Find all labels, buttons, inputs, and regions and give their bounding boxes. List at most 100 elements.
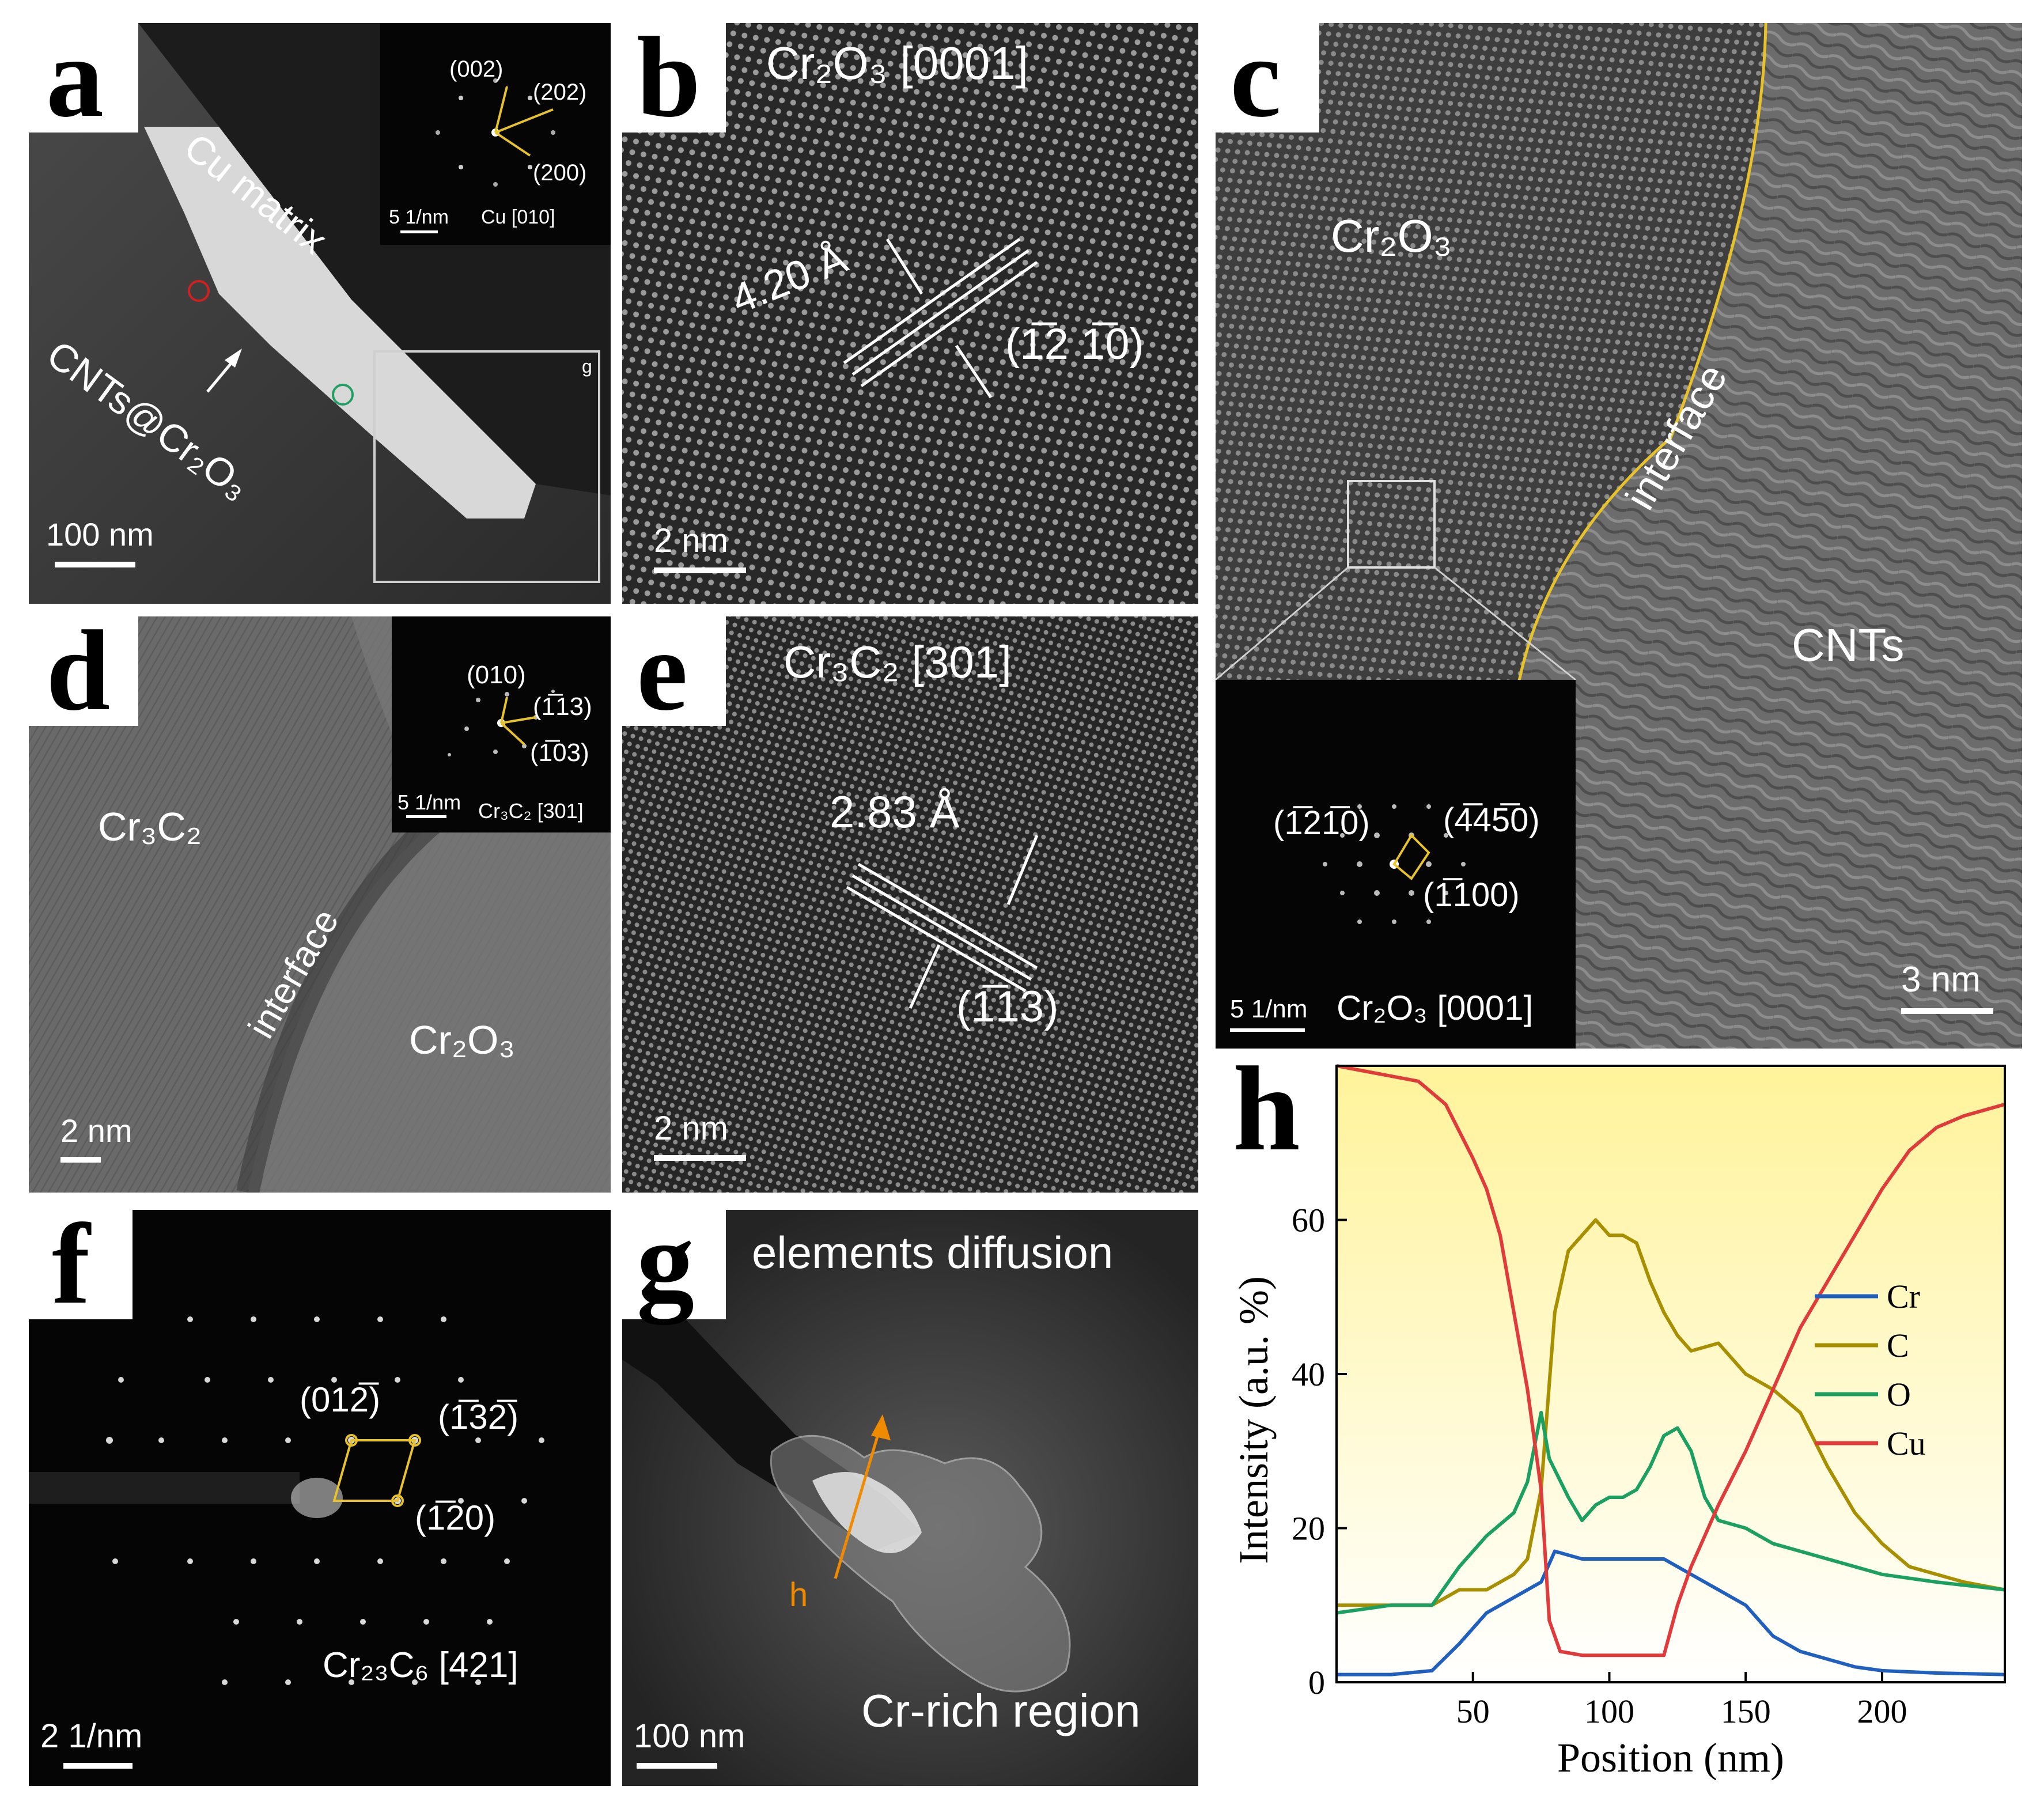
fft-spot-label: (1̅21̅0) <box>1273 804 1370 842</box>
reciprocal-cell <box>332 1439 417 1502</box>
line-scan-arrow <box>834 1422 883 1579</box>
red-marker <box>188 280 210 302</box>
fft-scale-bar <box>1230 1028 1305 1032</box>
cr3c2-label: Cr₃C₂ <box>98 804 202 849</box>
panel-g-label: g <box>637 1210 694 1325</box>
fft-source-box <box>1347 480 1436 569</box>
legend-label: O <box>1887 1376 1911 1413</box>
panel-c-label-box <box>1216 23 1319 133</box>
panel-d-label: d <box>46 616 111 735</box>
fft-zone-label: Cr₃C₂ [301] <box>478 799 584 823</box>
panel-c-label: c <box>1230 23 1281 141</box>
panel-b: b Cr₂O₃ [0001] 4.20 Å (1̅2 1̅0) 2 nm <box>622 23 1198 604</box>
panel-f-label: f <box>52 1210 90 1328</box>
scale-label: 2 nm <box>654 522 728 559</box>
panel-c-fft-inset: (1̅21̅0) (4̅45̅0) (1̅100) 5 1/nm Cr₂O₃ [… <box>1216 680 1576 1049</box>
fft-zone-label: Cu [010] <box>481 206 555 228</box>
legend-label: Cr <box>1887 1278 1920 1315</box>
panel-b-label: b <box>637 23 701 141</box>
y-tick-label: 40 <box>1292 1356 1325 1393</box>
cr2o3-lattice-region <box>1216 23 1766 703</box>
scale-bar <box>637 1763 717 1769</box>
fft-scale-bar <box>400 230 438 233</box>
panel-g: g elements diffusion h Cr-rich region 10… <box>622 1210 1198 1786</box>
panel-a-fft-inset: (002) (202) (200) 5 1/nm Cu [010] <box>380 23 611 245</box>
series-line-c <box>1337 1218 2005 1607</box>
panel-b-title: Cr₂O₃ [0001] <box>766 37 1028 89</box>
cr2o3-label: Cr₂O₃ <box>1331 210 1452 262</box>
spot-label: (1̅20) <box>415 1498 496 1537</box>
legend-label: C <box>1887 1327 1909 1364</box>
panel-h-label: h <box>1233 1042 1300 1176</box>
fft-spot-label: (010) <box>467 661 526 689</box>
x-tick-label: 150 <box>1721 1693 1771 1730</box>
region-box-g <box>373 350 600 583</box>
bright-core <box>812 1472 922 1553</box>
interface-line <box>1513 23 1767 703</box>
spot-label: (1̅32̅) <box>438 1398 519 1436</box>
scale-label: 100 nm <box>634 1717 745 1755</box>
series-line-cr <box>1337 1549 2005 1676</box>
panel-a: a Cu matrix CNTs@Cr₂O₃ g 100 nm (002) (2… <box>29 23 611 604</box>
line-scan-label: h <box>789 1576 808 1614</box>
scale-label: 100 nm <box>46 516 154 552</box>
panel-e: e Cr₃C₂ [301] 2.83 Å (1̅13) 2 nm <box>622 616 1198 1193</box>
fft-scale-label: 5 1/nm <box>1230 995 1308 1023</box>
panel-a-label: a <box>46 23 104 141</box>
diffraction-spots <box>106 1316 544 1685</box>
scale-label: 2 1/nm <box>40 1717 143 1755</box>
x-tick-label: 100 <box>1584 1693 1634 1730</box>
fft-pattern <box>448 690 555 756</box>
spot-label: (012̅) <box>300 1380 381 1419</box>
scale-label: 2 nm <box>60 1112 133 1149</box>
scale-bar <box>1901 1008 1993 1014</box>
panel-e-label: e <box>637 616 688 735</box>
d-spacing-label: 2.83 Å <box>830 786 960 837</box>
fft-spot-label: (002) <box>449 56 504 82</box>
fft-spot-label: (200) <box>533 160 587 186</box>
panel-f-label-box <box>29 1210 133 1319</box>
panel-c: c Cr₂O₃ interface CNTs 3 nm (1̅21̅0) (4̅… <box>1216 23 2022 1049</box>
y-tick-label: 0 <box>1308 1664 1325 1701</box>
cnts-bright-band <box>144 127 536 519</box>
fft-pattern <box>1323 804 1466 924</box>
cr-rich-label: Cr-rich region <box>861 1685 1141 1736</box>
green-marker <box>332 384 354 406</box>
scale-bar <box>60 1157 101 1163</box>
fft-scale-bar <box>406 815 446 818</box>
panel-e-label-box <box>622 616 726 726</box>
x-tick-label: 200 <box>1857 1693 1907 1730</box>
beam-stopper <box>29 1472 300 1504</box>
panel-g-label-box <box>622 1210 726 1319</box>
fft-zone-label: Cr₂O₃ [0001] <box>1337 989 1534 1027</box>
y-tick-label: 60 <box>1292 1202 1325 1239</box>
plot-area <box>1337 1066 2005 1682</box>
fft-spot-label: (202) <box>533 80 587 105</box>
legend-label: Cu <box>1887 1425 1926 1462</box>
scale-bar <box>55 562 135 567</box>
interface-band <box>236 815 440 1193</box>
fft-spot-label: (1̅100) <box>1423 876 1520 914</box>
y-axis-label: Intensity (a.u. %) <box>1231 1276 1277 1564</box>
panel-b-label-box <box>622 23 726 133</box>
fft-spot-label: (1̅13) <box>533 692 592 721</box>
x-axis-label: Position (nm) <box>1557 1735 1784 1781</box>
scale-bar <box>654 1155 746 1161</box>
y-tick-label: 20 <box>1292 1510 1325 1547</box>
fft-pattern <box>436 78 555 187</box>
scale-label: 3 nm <box>1901 960 1981 1000</box>
fft-spot-label: (1̅03) <box>530 739 589 767</box>
panel-e-title: Cr₃C₂ [301] <box>783 637 1012 687</box>
scale-bar <box>63 1763 133 1769</box>
cnts-label: CNTs <box>1792 619 1905 671</box>
panel-h: 0 20 40 60 50 100 150 200 Position (nm) Intensity… <box>1216 1049 2028 1803</box>
panel-d-fft-inset: (010) (1̅13) (1̅03) 5 1/nm Cr₃C₂ [301] <box>392 616 611 832</box>
series-line-o <box>1336 1410 2005 1615</box>
x-tick-label: 50 <box>1456 1693 1490 1730</box>
panel-a-label-box <box>29 23 138 133</box>
fft-scale-label: 5 1/nm <box>398 790 461 814</box>
zone-axis-label: Cr₂₃C₆ [421] <box>323 1645 518 1685</box>
panel-c-image <box>1216 23 2022 1049</box>
scale-bar <box>654 567 746 573</box>
scale-label: 2 nm <box>654 1110 728 1147</box>
